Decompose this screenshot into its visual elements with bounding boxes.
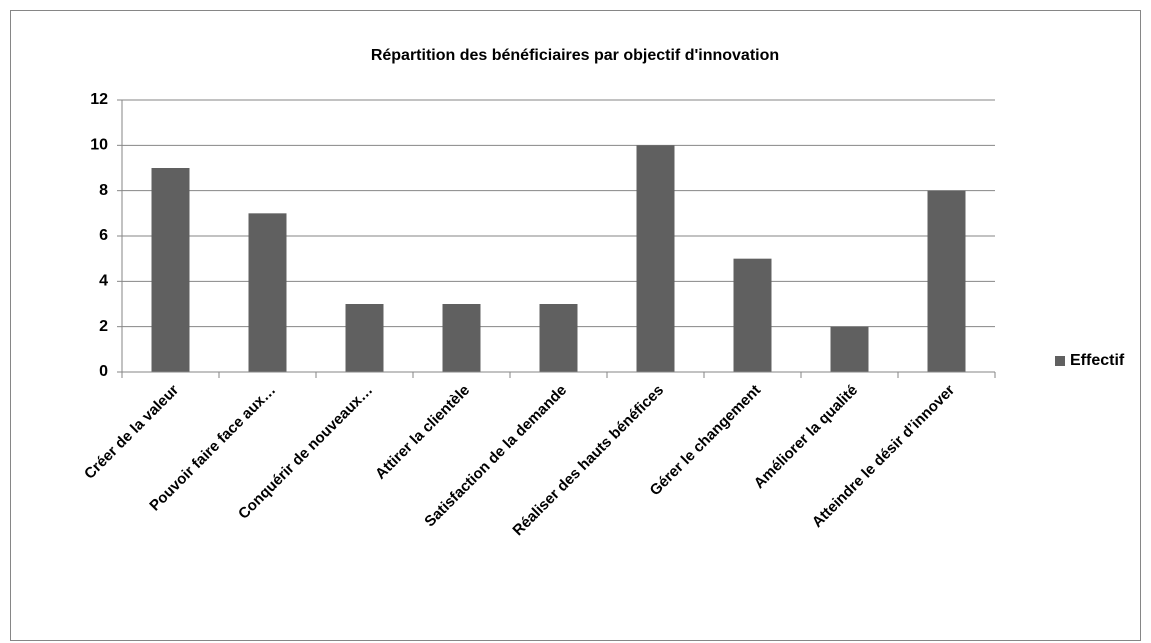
y-tick-label: 12 <box>90 91 108 108</box>
y-tick-label: 0 <box>99 363 108 380</box>
legend-swatch <box>1055 356 1065 366</box>
legend-label: Effectif <box>1070 352 1125 369</box>
y-tick-label: 8 <box>99 182 108 199</box>
y-tick-label: 2 <box>99 318 108 335</box>
bar <box>733 258 772 372</box>
y-tick-label: 10 <box>90 137 108 154</box>
bar <box>248 213 287 372</box>
bar <box>151 168 190 372</box>
y-tick-label: 6 <box>99 227 108 244</box>
bar <box>830 326 869 372</box>
bar <box>927 190 966 372</box>
bar <box>636 145 675 372</box>
bar <box>539 304 578 372</box>
chart-title: Répartition des bénéficiaires par object… <box>371 47 779 64</box>
bar <box>442 304 481 372</box>
y-tick-label: 4 <box>99 273 108 290</box>
bar <box>345 304 384 372</box>
